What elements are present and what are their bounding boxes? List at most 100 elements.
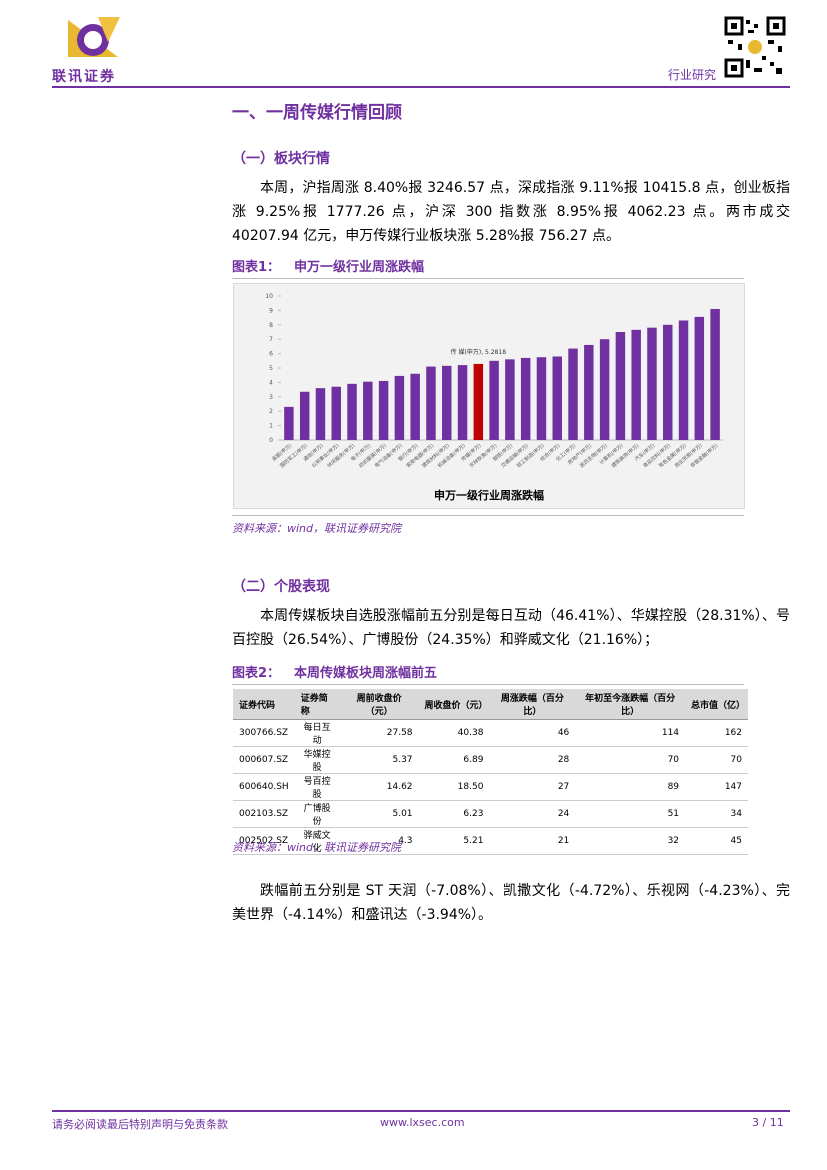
table-cell: 300766.SZ [233, 719, 295, 747]
bar [473, 363, 484, 440]
chart: 012345678910采掘(申万)国防军工(申万)通信(申万)公用事业(申万)… [233, 283, 745, 509]
table-cell: 14.62 [339, 773, 419, 801]
table-cell: 89 [575, 773, 686, 801]
bar [284, 406, 294, 440]
column-header: 证券代码 [233, 689, 295, 720]
bar [347, 383, 357, 440]
bar [631, 329, 641, 440]
bar [331, 386, 341, 440]
figure-source: 资料来源：wind，联讯证券研究院 [232, 515, 744, 536]
table-cell: 147 [685, 773, 748, 801]
bar [457, 365, 468, 440]
chart-title: 申万一级行业周涨跌幅 [434, 488, 544, 502]
column-header: 证券简称 [294, 689, 340, 720]
table-cell: 华媒控股 [294, 746, 340, 774]
bar [299, 391, 310, 440]
bar [584, 344, 594, 440]
paragraph: 本周，沪指周涨 8.40%报 3246.57 点，深成指涨 9.11%报 104… [232, 180, 790, 244]
bar [599, 339, 610, 440]
figure-title: 本周传媒板块周涨幅前五 [294, 666, 438, 681]
table-cell: 002103.SZ [233, 800, 295, 828]
table-cell: 34 [685, 800, 748, 828]
column-header: 总市值（亿） [685, 689, 748, 720]
y-tick-label: 10 [265, 293, 273, 300]
table-row: 600640.SH 号百控股 14.62 18.50 27 89 147 [233, 773, 748, 801]
table-cell: 70 [575, 746, 686, 774]
bar [615, 332, 626, 440]
table-row: 002103.SZ 广博股份 5.01 6.23 24 51 34 [233, 800, 748, 828]
subsection-title: （一）板块行情 [232, 151, 330, 167]
paragraph: 本周传媒板块自选股涨幅前五分别是每日互动（46.41%）、华媒控股（28.31%… [232, 608, 790, 648]
table-body: 300766.SZ 每日互动 27.58 40.38 46 114 162 000607.SZ… [233, 719, 748, 855]
bar [694, 316, 705, 440]
table-cell: 002502.SZ [233, 827, 295, 855]
table-cell: 广博股份 [294, 800, 340, 828]
table-cell: 40.38 [418, 719, 490, 747]
figure-caption: 图表1： 申万一级行业周涨跌幅 [232, 256, 744, 279]
table-cell: 114 [575, 719, 686, 747]
table-cell: 600640.SH [233, 773, 295, 801]
table-cell: 5.21 [418, 827, 490, 855]
figure-source: 资料来源：wind，联讯证券研究院 [232, 841, 402, 854]
y-tick-label: 8 [269, 322, 273, 329]
logo [68, 17, 120, 57]
figure-label: 图表2： [232, 666, 281, 681]
footer-disclaimer: 请务必阅读最后特别声明与免责条款 [52, 1118, 228, 1131]
table-cell: 27.58 [339, 719, 419, 747]
table-cell: 18.50 [418, 773, 490, 801]
header-rule [52, 86, 790, 88]
table-cell: 162 [685, 719, 748, 747]
bar [442, 365, 452, 440]
bar [363, 381, 373, 440]
table-cell: 28 [489, 746, 576, 774]
report-type: 行业研究 [668, 68, 717, 82]
table-cell: 号百控股 [294, 773, 340, 801]
y-tick-label: 5 [269, 365, 273, 372]
column-header: 周前收盘价（元） [339, 689, 419, 720]
bar [647, 327, 657, 440]
y-tick-label: 0 [269, 437, 273, 444]
y-tick-label: 6 [269, 351, 273, 358]
table-row: 300766.SZ 每日互动 27.58 40.38 46 114 162 [233, 719, 748, 747]
qr-code [724, 16, 786, 78]
paragraph: 跌幅前五分别是 ST 天润（-7.08%）、凯撒文化（-4.72%）、乐视网（-… [232, 883, 790, 923]
table-cell: 4.3 [339, 827, 419, 855]
table-cell: 000607.SZ [233, 746, 295, 774]
table-row: 000607.SZ 华媒控股 5.37 6.89 28 70 70 [233, 746, 748, 774]
figure-caption: 图表2： 本周传媒板块周涨幅前五 [232, 662, 744, 685]
table-cell: 51 [575, 800, 686, 828]
table-cell: 6.23 [418, 800, 490, 828]
bar [505, 359, 515, 440]
bar [568, 348, 578, 440]
table-cell: 24 [489, 800, 576, 828]
footer-website: www.lxsec.com [380, 1116, 465, 1129]
bar [520, 357, 531, 440]
bar [489, 360, 499, 440]
table-cell: 21 [489, 827, 576, 855]
table-row: 002502.SZ 骅威文化 4.3 5.21 21 32 45 [233, 827, 748, 855]
y-tick-label: 3 [269, 394, 273, 401]
bar [536, 357, 547, 440]
bar [552, 356, 562, 440]
table-cell: 27 [489, 773, 576, 801]
table-cell: 70 [685, 746, 748, 774]
y-tick-label: 4 [269, 379, 273, 386]
table-header: 证券代码 证券简称 周前收盘价（元） 周收盘价（元） 周涨跌幅（百分比） 年初至今涨跌幅（… [233, 689, 748, 720]
figure-label: 图表1： [232, 260, 281, 275]
bar [394, 375, 405, 440]
table-cell: 6.89 [418, 746, 490, 774]
bar [378, 380, 389, 440]
bar [410, 373, 420, 440]
footer-page: 3 / 11 [752, 1116, 784, 1129]
table-cell: 45 [685, 827, 748, 855]
column-header: 周收盘价（元） [418, 689, 490, 720]
y-tick-label: 1 [269, 423, 273, 430]
column-header: 年初至今涨跌幅（百分比） [575, 689, 686, 720]
subsection-title: （二）个股表现 [232, 579, 330, 595]
table-cell: 5.01 [339, 800, 419, 828]
section-title: 一、一周传媒行情回顾 [232, 103, 402, 123]
stock-table: 证券代码 证券简称 周前收盘价（元） 周收盘价（元） 周涨跌幅（百分比） 年初至今涨跌幅（… [233, 689, 748, 855]
bar [426, 366, 436, 440]
y-tick-label: 7 [269, 336, 273, 343]
